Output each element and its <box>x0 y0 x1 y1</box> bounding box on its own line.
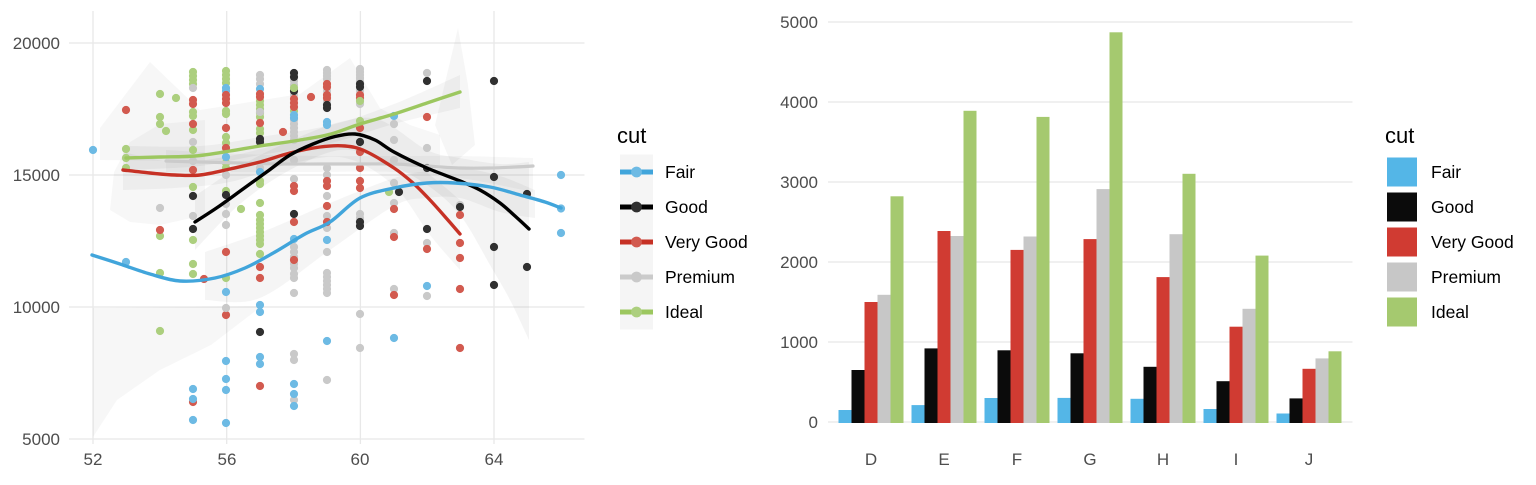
svg-text:0: 0 <box>809 413 818 432</box>
svg-text:20000: 20000 <box>13 34 60 53</box>
svg-text:Ideal: Ideal <box>1431 302 1469 322</box>
svg-text:52: 52 <box>84 450 103 469</box>
svg-text:E: E <box>938 450 949 469</box>
svg-text:Very Good: Very Good <box>665 232 748 252</box>
svg-text:cut: cut <box>1385 123 1414 148</box>
svg-text:Good: Good <box>665 197 708 217</box>
svg-text:G: G <box>1083 450 1096 469</box>
svg-text:64: 64 <box>485 450 504 469</box>
svg-text:Fair: Fair <box>665 162 695 182</box>
svg-text:Fair: Fair <box>1431 162 1461 182</box>
svg-text:F: F <box>1012 450 1022 469</box>
svg-text:J: J <box>1305 450 1314 469</box>
svg-text:4000: 4000 <box>780 93 818 112</box>
svg-text:2000: 2000 <box>780 253 818 272</box>
svg-text:Good: Good <box>1431 197 1474 217</box>
svg-text:10000: 10000 <box>13 298 60 317</box>
svg-text:D: D <box>865 450 877 469</box>
svg-text:cut: cut <box>617 123 646 148</box>
svg-text:Premium: Premium <box>1431 267 1501 287</box>
svg-text:I: I <box>1234 450 1239 469</box>
svg-text:H: H <box>1157 450 1169 469</box>
svg-text:5000: 5000 <box>22 430 60 449</box>
svg-text:Ideal: Ideal <box>665 302 703 322</box>
svg-text:15000: 15000 <box>13 166 60 185</box>
svg-text:1000: 1000 <box>780 333 818 352</box>
svg-text:56: 56 <box>218 450 237 469</box>
svg-text:3000: 3000 <box>780 173 818 192</box>
svg-text:Very Good: Very Good <box>1431 232 1514 252</box>
svg-text:60: 60 <box>351 450 370 469</box>
svg-text:Premium: Premium <box>665 267 735 287</box>
svg-text:5000: 5000 <box>780 13 818 32</box>
